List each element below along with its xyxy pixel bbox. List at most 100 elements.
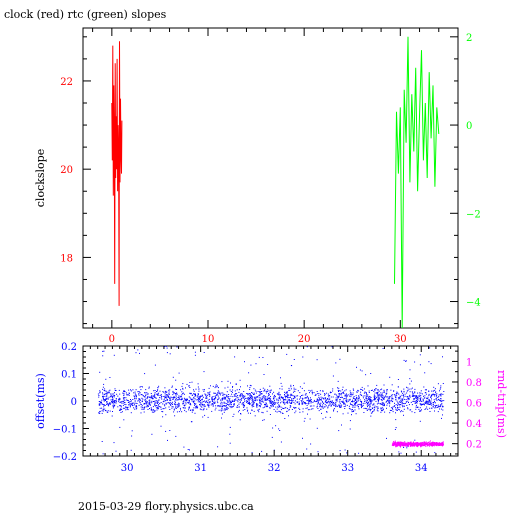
scatter-point: [232, 396, 234, 398]
scatter-point: [358, 395, 360, 397]
scatter-point: [430, 396, 432, 398]
scatter-point: [175, 379, 177, 381]
scatter-point: [237, 401, 239, 403]
scatter-point: [356, 397, 357, 399]
scatter-point: [104, 399, 106, 400]
scatter-point: [103, 399, 105, 401]
scatter-point: [112, 405, 114, 407]
scatter-point: [278, 394, 280, 396]
scatter-point: [343, 406, 345, 407]
scatter-point: [407, 396, 409, 398]
scatter-point: [149, 402, 151, 404]
scatter-point: [242, 405, 244, 407]
scatter-point: [214, 401, 216, 403]
scatter-point: [325, 416, 327, 418]
scatter-point: [145, 400, 147, 402]
scatter-point: [249, 388, 251, 390]
scatter-point: [222, 392, 224, 394]
scatter-point: [182, 407, 184, 409]
scatter-point: [266, 404, 268, 406]
scatter-point: [164, 346, 165, 347]
scatter-point: [185, 411, 187, 413]
scatter-point: [416, 406, 418, 408]
scatter-point: [276, 398, 278, 400]
scatter-point: [107, 403, 109, 405]
scatter-point: [339, 450, 341, 452]
scatter-point: [163, 401, 165, 403]
scatter-point: [268, 397, 270, 399]
scatter-point: [166, 398, 168, 400]
scatter-point: [148, 403, 150, 405]
scatter-point: [303, 382, 305, 384]
scatter-point: [131, 403, 133, 405]
scatter-point: [185, 403, 187, 405]
scatter-point: [183, 400, 185, 402]
scatter-point: [286, 391, 288, 393]
scatter-point: [251, 392, 253, 393]
scatter-point: [162, 401, 164, 403]
scatter-point: [204, 414, 206, 416]
scatter-point: [176, 346, 178, 348]
scatter-point: [182, 387, 184, 389]
scatter-point: [414, 392, 416, 394]
scatter-point: [417, 395, 419, 397]
scatter-point: [125, 406, 127, 408]
scatter-point: [169, 430, 171, 431]
scatter-point: [106, 402, 108, 404]
scatter-point: [378, 402, 380, 404]
scatter-point: [373, 399, 375, 401]
scatter-point: [249, 384, 251, 386]
scatter-point: [231, 406, 233, 408]
scatter-point: [134, 404, 135, 406]
scatter-point: [111, 402, 113, 404]
scatter-point: [303, 420, 305, 422]
scatter-point: [280, 397, 282, 399]
scatter-point: [173, 396, 175, 398]
scatter-point: [356, 402, 358, 404]
scatter-point: [288, 394, 290, 396]
scatter-point: [353, 396, 355, 397]
scatter-point: [338, 387, 340, 389]
scatter-point: [326, 411, 328, 413]
scatter-point: [311, 408, 313, 410]
scatter-point: [229, 426, 231, 428]
scatter-point: [441, 404, 443, 406]
scatter-point: [434, 442, 435, 444]
scatter-point: [440, 404, 441, 406]
scatter-point: [335, 406, 337, 408]
scatter-point: [398, 443, 400, 445]
scatter-point: [417, 396, 419, 398]
scatter-point: [351, 404, 353, 406]
scatter-point: [152, 409, 154, 411]
scatter-point: [158, 392, 160, 394]
scatter-point: [293, 387, 295, 389]
scatter-point: [414, 412, 416, 414]
scatter-point: [223, 401, 225, 403]
scatter-point: [268, 398, 270, 399]
scatter-point: [108, 396, 110, 398]
scatter-point: [400, 410, 402, 412]
scatter-point: [263, 390, 265, 392]
scatter-point: [438, 442, 440, 444]
scatter-point: [411, 443, 412, 445]
scatter-point: [253, 393, 255, 395]
scatter-point: [250, 412, 251, 414]
scatter-point: [381, 403, 383, 404]
bottom-y2-tick-label: 0.8: [466, 378, 482, 389]
scatter-point: [98, 401, 100, 402]
scatter-point: [273, 403, 275, 405]
scatter-point: [338, 393, 340, 395]
scatter-point: [255, 400, 257, 402]
scatter-point: [253, 401, 255, 403]
scatter-point: [154, 403, 156, 405]
scatter-point: [307, 409, 309, 411]
scatter-point: [130, 390, 132, 392]
scatter-point: [345, 399, 347, 401]
scatter-point: [122, 407, 124, 409]
scatter-point: [251, 396, 253, 398]
scatter-point: [111, 415, 113, 417]
scatter-point: [277, 402, 279, 404]
scatter-point: [441, 393, 443, 395]
scatter-point: [194, 404, 196, 406]
scatter-point: [430, 400, 432, 402]
